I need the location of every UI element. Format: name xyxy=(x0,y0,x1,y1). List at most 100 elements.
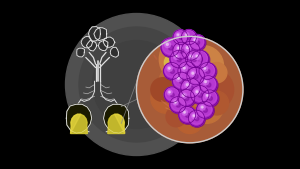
Circle shape xyxy=(190,34,205,50)
Circle shape xyxy=(178,90,195,106)
Circle shape xyxy=(174,30,187,43)
Circle shape xyxy=(185,82,191,88)
Circle shape xyxy=(180,107,194,121)
Circle shape xyxy=(189,54,194,59)
Circle shape xyxy=(193,115,195,117)
Circle shape xyxy=(192,86,208,101)
Circle shape xyxy=(190,111,203,124)
Circle shape xyxy=(168,91,205,128)
Circle shape xyxy=(206,83,211,87)
Circle shape xyxy=(92,41,180,128)
Circle shape xyxy=(188,68,203,83)
Circle shape xyxy=(197,102,214,119)
Circle shape xyxy=(170,50,188,68)
Circle shape xyxy=(165,42,171,48)
Polygon shape xyxy=(103,37,115,47)
Circle shape xyxy=(167,90,172,95)
Circle shape xyxy=(162,39,178,54)
Circle shape xyxy=(203,90,217,104)
Circle shape xyxy=(182,79,199,95)
Circle shape xyxy=(161,38,180,57)
Circle shape xyxy=(168,67,170,69)
Circle shape xyxy=(182,110,188,115)
Circle shape xyxy=(165,87,178,100)
Circle shape xyxy=(198,57,202,62)
Circle shape xyxy=(175,55,177,57)
Circle shape xyxy=(207,63,227,83)
Circle shape xyxy=(181,41,200,60)
Circle shape xyxy=(79,27,194,142)
Circle shape xyxy=(171,51,186,66)
Circle shape xyxy=(185,51,203,68)
Circle shape xyxy=(193,69,234,110)
Circle shape xyxy=(65,14,208,155)
Circle shape xyxy=(181,30,196,45)
Circle shape xyxy=(181,79,201,99)
Polygon shape xyxy=(88,27,101,41)
Circle shape xyxy=(185,45,191,51)
Circle shape xyxy=(185,34,187,36)
Circle shape xyxy=(186,46,189,49)
Circle shape xyxy=(200,63,217,80)
Circle shape xyxy=(202,66,208,71)
Circle shape xyxy=(196,101,213,118)
Polygon shape xyxy=(98,41,108,51)
Circle shape xyxy=(191,51,208,68)
Circle shape xyxy=(191,86,209,104)
Circle shape xyxy=(170,69,175,74)
Circle shape xyxy=(191,35,204,48)
Polygon shape xyxy=(66,104,92,133)
Circle shape xyxy=(188,110,205,126)
Circle shape xyxy=(179,36,183,39)
Circle shape xyxy=(185,113,190,117)
Circle shape xyxy=(161,39,181,57)
Circle shape xyxy=(176,76,182,81)
Circle shape xyxy=(179,62,195,78)
Circle shape xyxy=(183,67,185,69)
Circle shape xyxy=(201,106,203,108)
Circle shape xyxy=(189,49,194,54)
Circle shape xyxy=(194,54,200,59)
Circle shape xyxy=(182,42,199,58)
Circle shape xyxy=(179,107,196,124)
Circle shape xyxy=(193,38,198,43)
Circle shape xyxy=(176,106,203,134)
Circle shape xyxy=(194,39,196,41)
Circle shape xyxy=(170,51,188,69)
Circle shape xyxy=(166,106,186,127)
Circle shape xyxy=(192,51,208,66)
Circle shape xyxy=(206,69,210,74)
Polygon shape xyxy=(77,48,85,57)
Circle shape xyxy=(187,67,204,85)
Circle shape xyxy=(183,94,184,96)
Circle shape xyxy=(177,77,179,79)
Circle shape xyxy=(171,97,185,111)
Circle shape xyxy=(199,63,216,79)
Circle shape xyxy=(187,51,201,65)
Circle shape xyxy=(164,63,181,80)
Circle shape xyxy=(169,91,170,93)
Polygon shape xyxy=(108,114,125,134)
Circle shape xyxy=(194,89,200,95)
Circle shape xyxy=(204,81,206,83)
Circle shape xyxy=(195,117,199,121)
Circle shape xyxy=(173,42,190,59)
Circle shape xyxy=(168,45,173,50)
Circle shape xyxy=(177,34,179,36)
Circle shape xyxy=(173,73,191,91)
Circle shape xyxy=(179,106,196,123)
Polygon shape xyxy=(70,114,81,134)
Circle shape xyxy=(183,46,224,86)
Circle shape xyxy=(182,65,188,71)
Circle shape xyxy=(170,97,186,113)
Circle shape xyxy=(170,97,187,114)
Circle shape xyxy=(178,47,180,49)
Circle shape xyxy=(159,35,207,83)
Circle shape xyxy=(182,30,195,43)
Polygon shape xyxy=(70,114,88,134)
Circle shape xyxy=(191,51,210,69)
Circle shape xyxy=(170,93,174,97)
Circle shape xyxy=(198,102,212,116)
Circle shape xyxy=(189,111,206,127)
Circle shape xyxy=(202,90,218,106)
